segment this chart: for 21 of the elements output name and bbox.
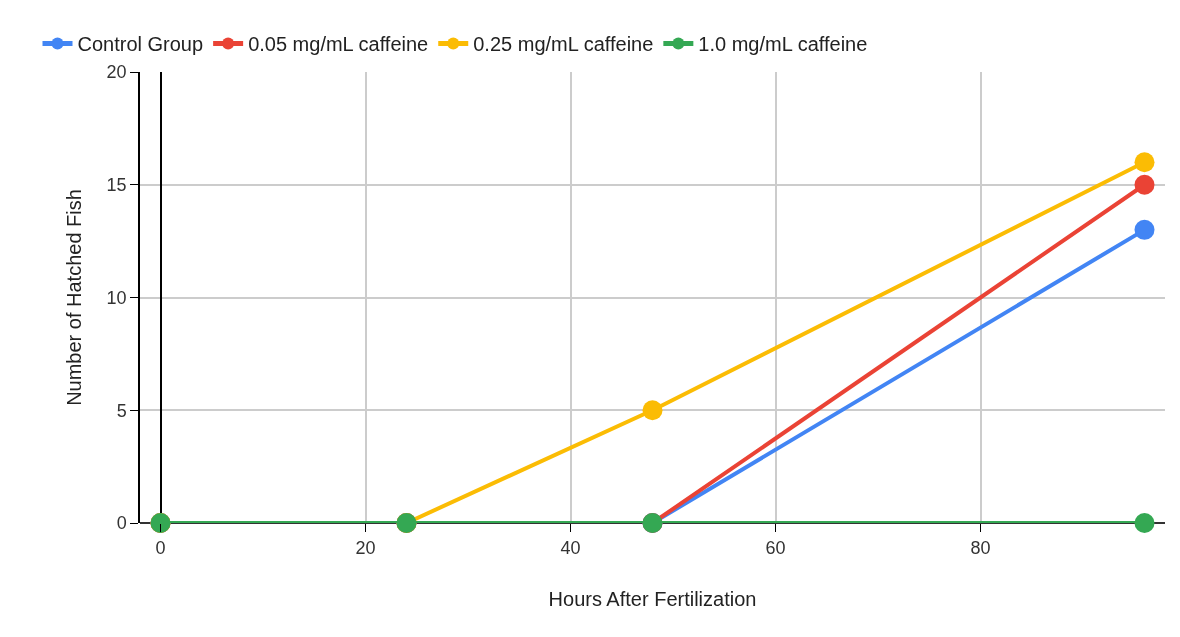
legend-label: 1.0 mg/mL caffeine: [698, 33, 868, 56]
legend-label: 0.25 mg/mL caffeine: [473, 33, 654, 56]
y-tick-label: 15: [106, 175, 127, 196]
legend-label: Control Group: [77, 33, 204, 56]
x-tick-label: 60: [765, 537, 786, 558]
y-axis-title: Number of Hatched Fish: [62, 189, 85, 406]
point: [1134, 152, 1155, 173]
y-tick-label: 0: [116, 513, 127, 534]
y-tick-label: 20: [106, 62, 127, 83]
x-tick-label: 0: [155, 537, 166, 558]
point: [1134, 174, 1155, 195]
x-tick-label: 20: [355, 537, 376, 558]
x-axis-title: Hours After Fertilization: [548, 588, 757, 611]
x-tick-label: 40: [560, 537, 581, 558]
y-tick-label: 10: [106, 287, 127, 308]
x-tick-label: 80: [970, 537, 991, 558]
point: [642, 400, 663, 421]
legend-label: 0.05 mg/mL caffeine: [248, 33, 429, 56]
point: [1134, 513, 1155, 533]
point: [1134, 219, 1155, 240]
y-tick-label: 5: [116, 400, 127, 421]
